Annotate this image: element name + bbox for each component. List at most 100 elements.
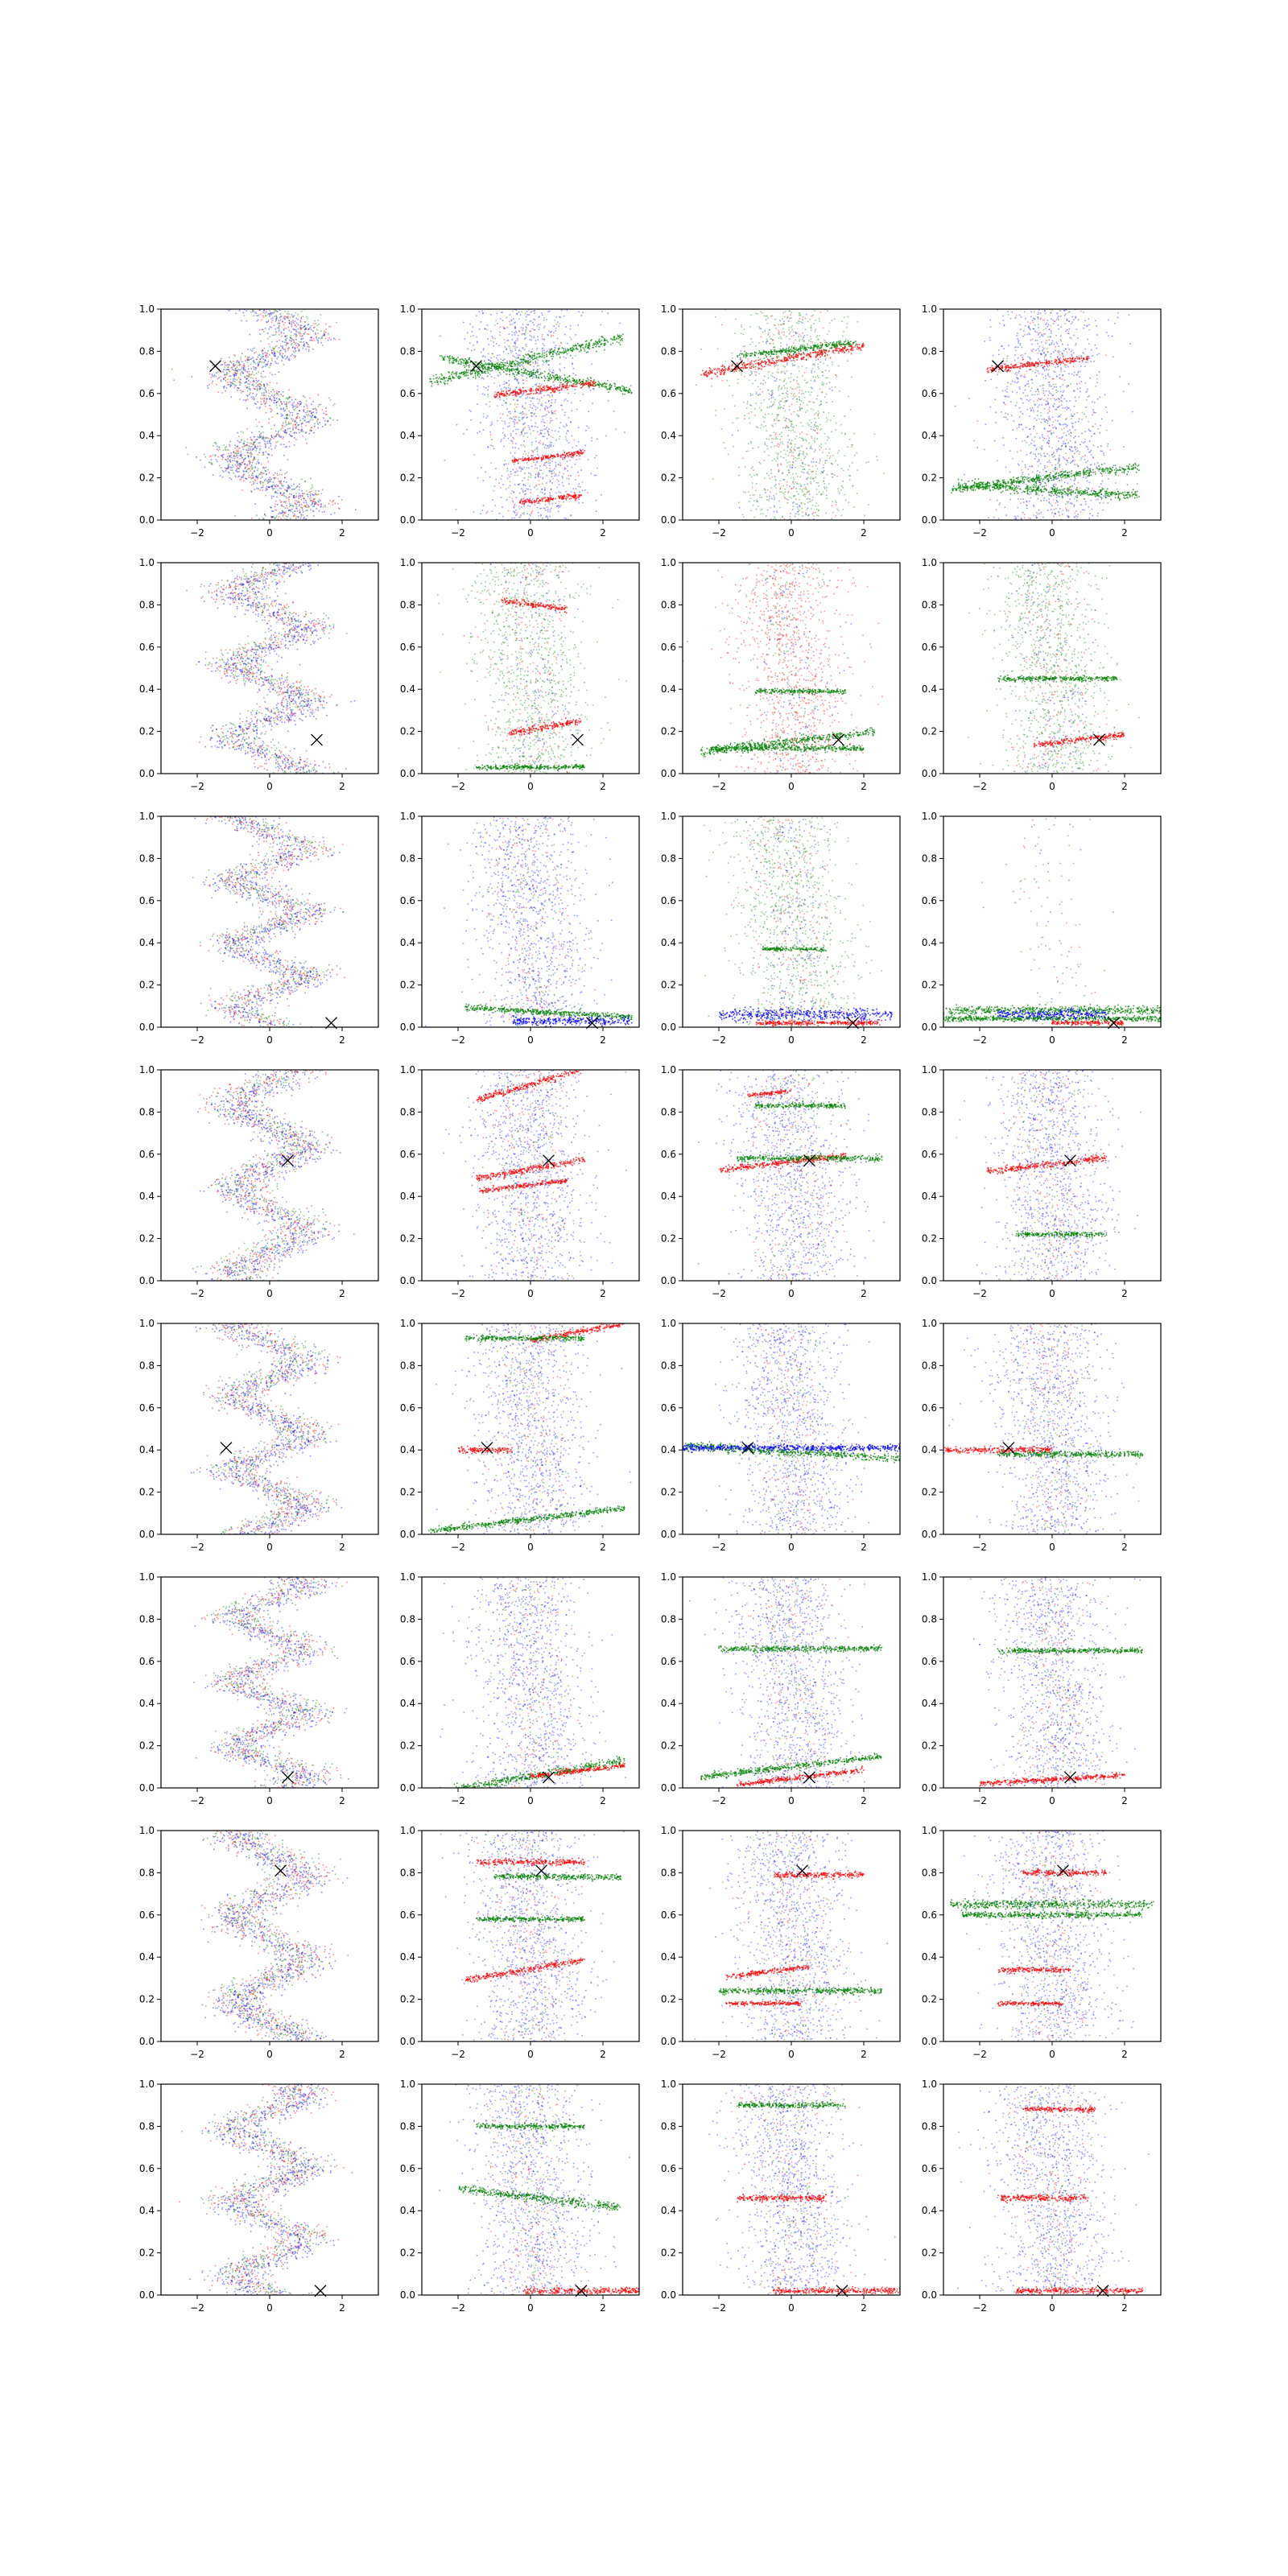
data-point — [268, 320, 270, 321]
data-point — [291, 510, 292, 512]
data-point — [285, 507, 287, 509]
data-point — [310, 510, 312, 511]
data-point — [532, 498, 534, 500]
data-point — [252, 398, 254, 399]
data-point — [525, 485, 526, 486]
data-point — [550, 418, 551, 419]
data-point — [481, 365, 482, 367]
data-point — [221, 455, 222, 456]
data-point — [534, 377, 535, 378]
data-point — [527, 506, 529, 507]
data-point — [599, 382, 601, 384]
data-point — [284, 328, 286, 329]
data-point — [553, 385, 555, 386]
data-point — [284, 318, 286, 320]
data-point — [522, 365, 523, 366]
data-point — [551, 372, 553, 374]
data-point — [440, 355, 441, 357]
data-point — [510, 363, 512, 365]
data-point — [304, 329, 306, 331]
data-point — [252, 462, 254, 464]
data-point — [815, 332, 816, 333]
data-point — [276, 358, 278, 360]
data-point — [555, 462, 557, 464]
data-point — [252, 449, 254, 451]
data-point — [251, 432, 253, 434]
data-point — [437, 382, 439, 383]
data-point — [560, 456, 562, 458]
data-point — [523, 428, 525, 430]
data-point — [569, 385, 571, 386]
data-point — [826, 394, 828, 395]
data-point — [284, 341, 286, 343]
data-point — [287, 491, 288, 493]
data-point — [526, 324, 528, 326]
data-point — [270, 312, 272, 314]
data-point — [268, 390, 270, 391]
data-point — [531, 459, 533, 460]
data-point — [592, 385, 593, 386]
data-point — [281, 355, 283, 357]
data-point — [295, 495, 297, 497]
data-point — [279, 326, 280, 328]
data-point — [527, 479, 529, 481]
data-point — [517, 381, 518, 382]
data-point — [210, 456, 212, 457]
data-point — [498, 375, 500, 377]
data-point — [227, 374, 229, 375]
data-point — [242, 489, 243, 491]
data-point — [522, 419, 523, 420]
data-point — [251, 485, 253, 486]
data-point — [545, 444, 547, 446]
data-point — [515, 369, 517, 370]
data-point — [453, 373, 455, 374]
data-point — [591, 473, 592, 475]
data-point — [599, 339, 601, 341]
data-point — [295, 432, 297, 434]
data-point — [584, 489, 586, 491]
data-point — [221, 381, 222, 382]
data-point — [275, 485, 276, 487]
data-point — [469, 410, 471, 411]
data-point — [522, 490, 524, 492]
data-point — [480, 513, 481, 514]
data-point — [575, 382, 576, 383]
data-point — [436, 380, 438, 382]
data-point — [535, 343, 537, 345]
data-point — [478, 312, 480, 313]
data-point — [506, 398, 508, 400]
data-point — [259, 361, 261, 362]
data-point — [619, 336, 621, 338]
data-point — [311, 491, 312, 493]
data-point — [522, 358, 524, 360]
data-point — [528, 410, 530, 411]
data-point — [557, 456, 559, 457]
data-point — [537, 468, 539, 469]
data-point — [758, 313, 759, 315]
data-point — [292, 512, 294, 514]
data-point — [309, 411, 311, 412]
data-point — [322, 511, 324, 513]
data-point — [548, 331, 550, 332]
data-point — [564, 367, 565, 369]
data-point — [320, 342, 322, 344]
data-point — [275, 477, 277, 479]
data-point — [514, 334, 516, 336]
data-point — [547, 501, 548, 502]
data-point — [578, 502, 580, 504]
data-point — [316, 494, 318, 496]
data-point — [235, 464, 237, 466]
data-point — [518, 417, 520, 419]
data-point — [529, 397, 530, 398]
data-point — [835, 386, 836, 388]
data-point — [263, 316, 265, 318]
data-point — [477, 386, 479, 387]
data-point — [213, 376, 215, 378]
data-point — [480, 364, 481, 365]
data-point — [596, 346, 597, 348]
data-point — [519, 420, 521, 422]
data-point — [836, 429, 837, 431]
data-point — [225, 377, 226, 378]
data-point — [615, 429, 617, 431]
data-point — [484, 394, 485, 395]
